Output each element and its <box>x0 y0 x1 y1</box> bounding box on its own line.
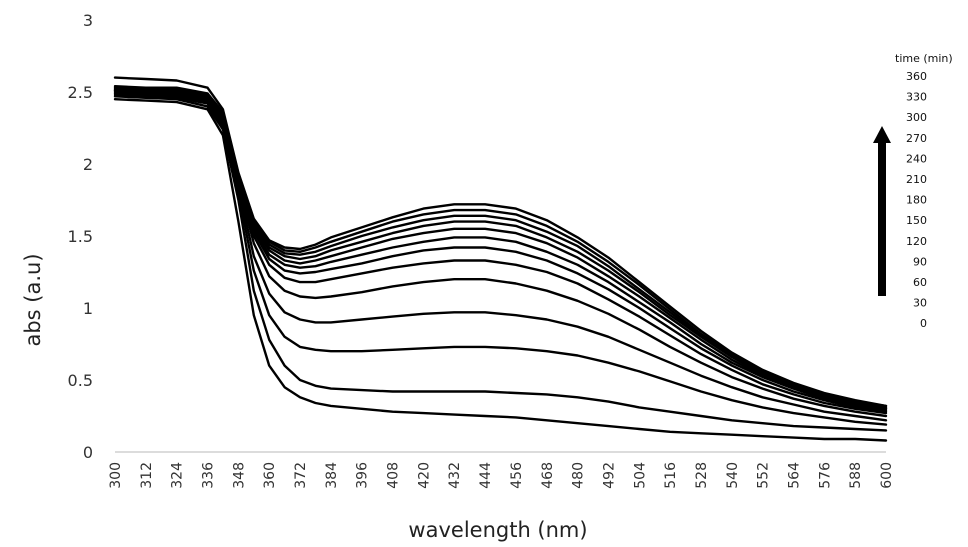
legend-title: time (min) <box>895 52 953 65</box>
y-tick-label: 2.5 <box>68 83 93 102</box>
x-tick-label: 600 <box>879 462 895 489</box>
spectrum-curve <box>113 76 888 408</box>
x-tick-label: 504 <box>632 462 648 489</box>
legend-item: 300 <box>906 111 927 124</box>
spectrum-curve <box>113 85 888 408</box>
x-tick-label: 468 <box>540 462 556 489</box>
y-tick-label: 0 <box>83 443 93 462</box>
y-tick-label: 1.5 <box>68 227 93 246</box>
legend-item: 210 <box>906 173 927 186</box>
legend-item: 150 <box>906 214 927 227</box>
legend-item: 120 <box>906 235 927 248</box>
x-tick-label: 336 <box>201 462 217 489</box>
legend-item: 270 <box>906 132 927 145</box>
x-tick-label: 432 <box>447 462 463 489</box>
spectra-curves <box>113 76 888 442</box>
x-tick-label: 480 <box>571 462 587 489</box>
legend-item: 60 <box>913 276 927 289</box>
x-tick-label: 372 <box>293 462 309 489</box>
legend-item: 0 <box>920 317 927 330</box>
legend-item: 90 <box>913 255 927 268</box>
x-tick-label: 540 <box>725 462 741 489</box>
x-tick-label: 360 <box>262 462 278 489</box>
up-arrow-icon <box>873 126 891 296</box>
legend-item: 360 <box>906 70 927 83</box>
y-tick-label: 0.5 <box>68 371 93 390</box>
y-tick-labels: 0 0.5 1 1.5 2 2.5 3 <box>68 11 93 462</box>
y-tick-label: 3 <box>83 11 93 30</box>
x-tick-label: 420 <box>416 462 432 489</box>
spectrum-curve <box>113 93 888 426</box>
x-tick-label: 348 <box>231 462 247 489</box>
x-tick-label: 300 <box>108 462 124 489</box>
y-axis-title: abs (a.u) <box>21 253 45 346</box>
spectrum-curve <box>113 98 888 442</box>
y-tick-label: 2 <box>83 155 93 174</box>
x-tick-label: 528 <box>694 462 710 489</box>
y-tick-label: 1 <box>83 299 93 318</box>
x-tick-label: 396 <box>355 462 371 489</box>
x-tick-label: 564 <box>786 462 802 489</box>
spectrum-curve <box>113 95 888 432</box>
x-tick-label: 408 <box>386 462 402 489</box>
x-tick-label: 516 <box>663 462 679 489</box>
x-tick-label: 444 <box>478 462 494 489</box>
time-legend: time (min) 36033030027024021018015012090… <box>873 52 953 330</box>
legend-item: 240 <box>906 152 927 165</box>
x-tick-label: 324 <box>170 462 186 489</box>
x-tick-label: 576 <box>817 462 833 489</box>
x-tick-label: 492 <box>601 462 617 489</box>
x-tick-label: 456 <box>509 462 525 489</box>
x-axis-title: wavelength (nm) <box>408 518 587 542</box>
x-tick-labels: 300 312 324 336 348 360 372 384 396 408 420 432 444 4… <box>108 462 895 489</box>
legend-item: 330 <box>906 91 927 104</box>
x-tick-label: 384 <box>324 462 340 489</box>
x-tick-label: 552 <box>756 462 772 489</box>
legend-item: 30 <box>913 297 927 310</box>
x-tick-label: 312 <box>139 462 155 489</box>
spectrum-curve <box>113 86 888 409</box>
x-tick-label: 588 <box>848 462 864 489</box>
legend-item: 180 <box>906 194 927 207</box>
